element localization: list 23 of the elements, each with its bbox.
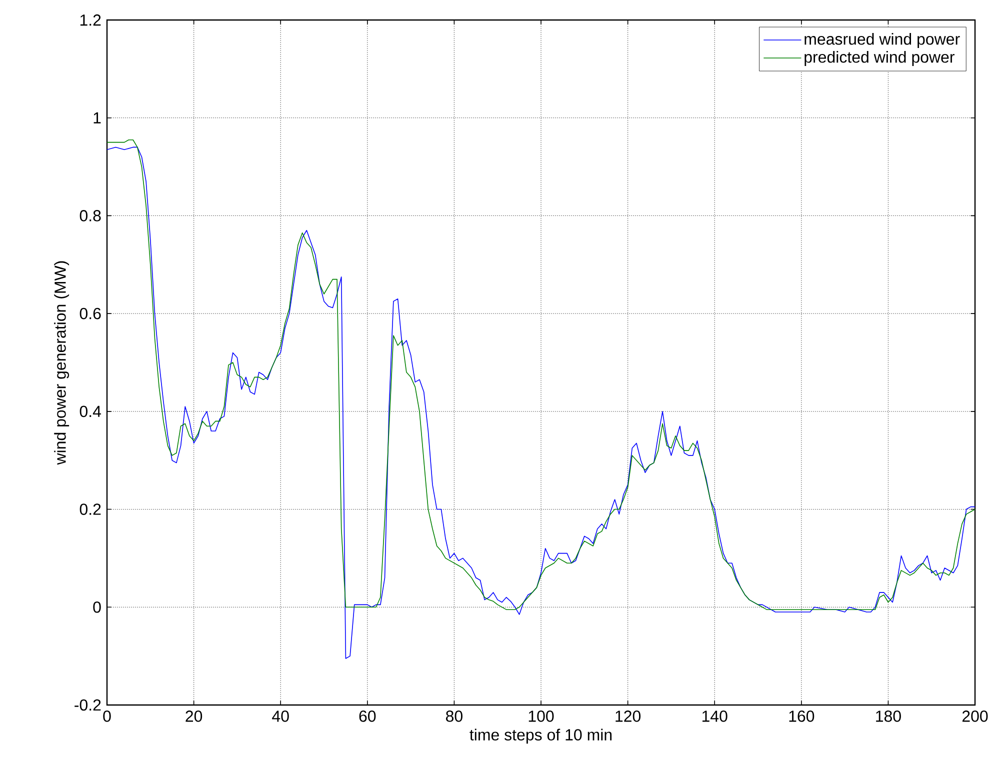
x-tick-label: 100: [528, 710, 554, 722]
y-tick-label: 0.4: [80, 406, 101, 418]
y-tick-label: 0: [93, 601, 101, 613]
legend-label: measrued wind power: [804, 33, 960, 48]
y-tick-label: 0.2: [80, 504, 101, 515]
legend-label: predicted wind power: [804, 51, 954, 66]
x-tick-label: 180: [876, 710, 901, 722]
x-tick-label: 120: [616, 710, 641, 722]
x-tick-label: 160: [789, 710, 814, 722]
y-tick-label: -0.2: [74, 699, 101, 711]
y-tick-label: 1: [94, 112, 101, 124]
x-tick-label: 40: [272, 710, 289, 722]
y-tick-label: 1.2: [80, 14, 101, 26]
x-tick-label: 80: [446, 710, 462, 722]
x-tick-label: 200: [962, 710, 988, 722]
y-tick-label: 0.6: [80, 308, 101, 320]
x-tick-label: 0: [103, 710, 111, 722]
x-tick-label: 140: [702, 710, 728, 722]
x-axis-title: time steps of 10 min: [470, 728, 612, 744]
y-axis-title: wind power generation (MW): [54, 261, 70, 465]
y-tick-label: 0.8: [80, 210, 101, 222]
x-tick-label: 20: [186, 710, 202, 722]
x-tick-label: 60: [359, 710, 376, 722]
